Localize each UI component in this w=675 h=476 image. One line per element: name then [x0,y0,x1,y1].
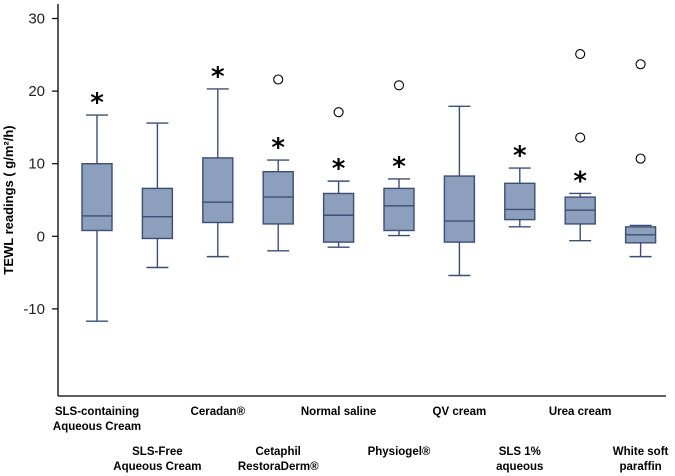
category-label: Normal saline [301,406,376,418]
box-group: * [564,49,596,242]
category-label: Physiogel® [368,446,431,458]
box-group [141,122,174,269]
axes [57,4,666,397]
box-group [624,59,657,258]
outlier-point [575,132,586,143]
box-group: * [322,107,355,248]
outlier-point [635,59,646,70]
box-group: * [202,62,234,258]
significance-star: * [573,166,587,196]
category-label: SLS 1% aqueous [496,446,543,473]
category-label-line: Ceradan® [191,406,246,418]
box-group [443,105,476,277]
box-group: * [81,88,113,322]
category-label-line: SLS-containing [55,406,139,418]
category-label-line: Urea cream [549,406,612,418]
box-iqr [443,175,476,243]
y-tick-label: -10 [23,301,45,318]
y-tick-label: 0 [37,228,45,245]
category-label-line: Aqueous Cream [113,461,201,473]
category-label-line: RestoraDerm® [238,461,319,473]
category-label: SLS-Free Aqueous Cream [113,446,201,473]
category-labels: SLS-containing Aqueous Cream SLS-Free Aqueo… [53,406,669,473]
category-label-line: SLS-Free [132,446,183,458]
significance-star: * [392,152,406,182]
box-iqr [322,192,355,243]
boxes: * * * * * * * [81,49,657,322]
significance-star: * [513,141,527,171]
y-tick-label: 10 [28,156,45,173]
box-group: * [262,74,294,252]
y-axis-label: TEWL readings ( g/m²/h) [1,125,16,274]
category-label: Cetaphil RestoraDerm® [238,446,319,473]
box-iqr [81,163,113,232]
category-label: Urea cream [549,406,612,418]
category-label-line: SLS 1% [499,446,541,458]
significance-star: * [332,154,346,184]
category-label-line: Cetaphil [256,446,301,458]
outlier-point [273,74,284,85]
category-label-line: White soft [613,446,669,458]
box-iqr [141,187,174,240]
outlier-point [575,49,586,60]
category-label-line: QV cream [433,406,487,418]
y-tick-label: 30 [28,11,45,28]
y-tick-label: 20 [28,83,45,100]
outlier-point [333,107,344,118]
box-group: * [504,141,536,228]
box-iqr [202,157,234,224]
box-iqr [383,187,415,232]
box-group: * [383,80,415,237]
outlier-point [635,153,646,164]
y-ticks: -10 0 10 20 30 [23,11,58,318]
box-iqr [262,170,294,225]
category-label-line: Aqueous Cream [53,421,141,433]
category-label: QV cream [433,406,487,418]
category-label-line: paraffin [620,461,662,473]
box-iqr [504,182,536,221]
significance-star: * [90,88,104,118]
significance-star: * [211,62,225,92]
category-label: White soft paraffin [613,446,669,473]
outlier-point [393,80,405,91]
category-label-line: Normal saline [301,406,376,418]
category-label-line: Physiogel® [368,446,431,458]
category-label: Ceradan® [191,406,246,418]
category-label-line: aqueous [496,461,543,473]
category-label: SLS-containing Aqueous Cream [53,406,141,433]
significance-star: * [271,133,285,163]
